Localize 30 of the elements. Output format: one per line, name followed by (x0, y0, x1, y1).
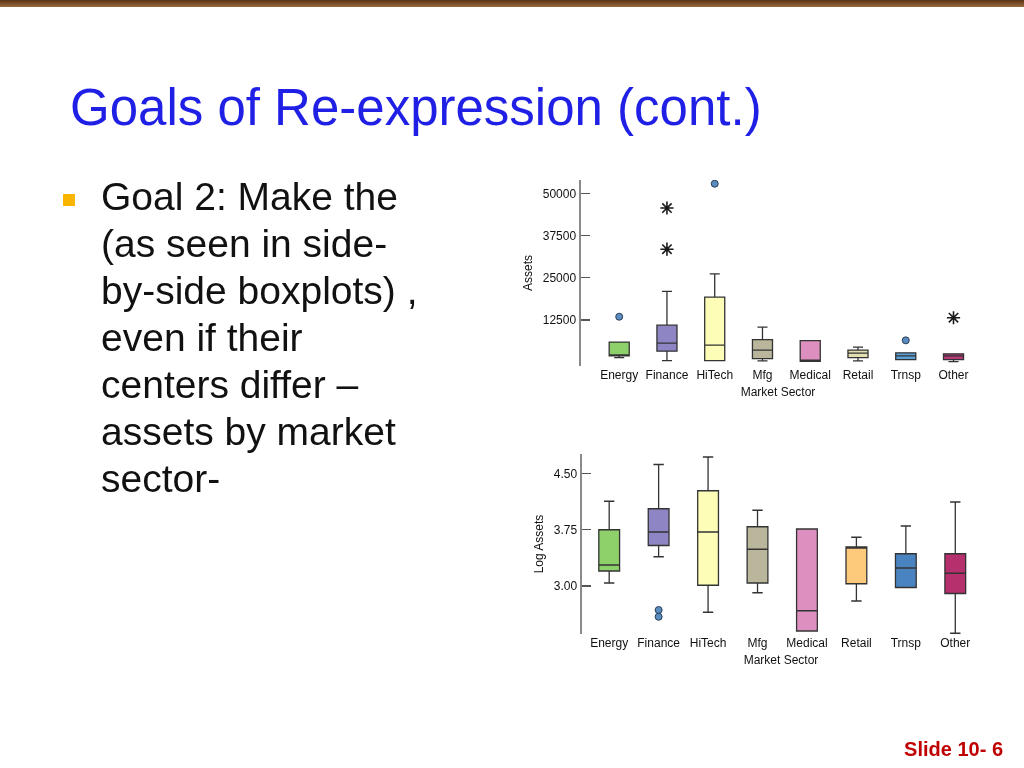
x-tick-label: Retail (842, 368, 874, 382)
x-tick-label: Medical (786, 636, 828, 650)
x-axis-title: Market Sector (743, 652, 819, 667)
text: Slide 10- 6 (904, 738, 1003, 761)
x-tick-label: Mfg (752, 368, 773, 382)
x-tick-label: Finance (645, 368, 689, 382)
y-tick-label: 4.50 (553, 466, 578, 481)
y-tick-label: 37500 (542, 228, 577, 243)
x-tick-label: Finance (637, 636, 681, 650)
y-tick-label: 12500 (542, 313, 577, 328)
y-tick-label: 50000 (542, 186, 577, 201)
x-tick-label: Energy (590, 636, 629, 650)
x-tick-label: Other (940, 636, 971, 650)
x-tick-label: HiTech (696, 368, 734, 382)
text: Goal 2: Make the (as seen in side-by-side boxplots) , even if their centers differ –assets by market sector- (101, 174, 419, 502)
x-axis-title: Market Sector (740, 384, 816, 399)
x-tick-label: Medical (789, 368, 831, 382)
y-axis-title: Assets (520, 254, 535, 292)
x-tick-label: HiTech (689, 636, 727, 650)
x-tick-label: Trnsp (890, 368, 922, 382)
x-tick-label: Trnsp (890, 636, 922, 650)
x-tick-label: Retail (841, 636, 872, 650)
y-tick-label: 3.00 (553, 579, 578, 594)
chart-title: Goals of Re-expression (cont.) (70, 79, 762, 136)
x-tick-label: Energy (600, 368, 639, 382)
y-axis-title: Log Assets (531, 514, 546, 574)
y-tick-label: 3.75 (553, 522, 578, 537)
x-tick-label: Mfg (747, 636, 768, 650)
y-tick-label: 25000 (542, 271, 577, 286)
x-tick-label: Other (938, 368, 969, 382)
